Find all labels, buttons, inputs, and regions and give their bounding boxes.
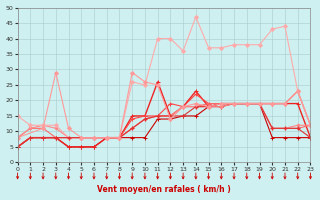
X-axis label: Vent moyen/en rafales ( km/h ): Vent moyen/en rafales ( km/h ) [97,185,231,194]
